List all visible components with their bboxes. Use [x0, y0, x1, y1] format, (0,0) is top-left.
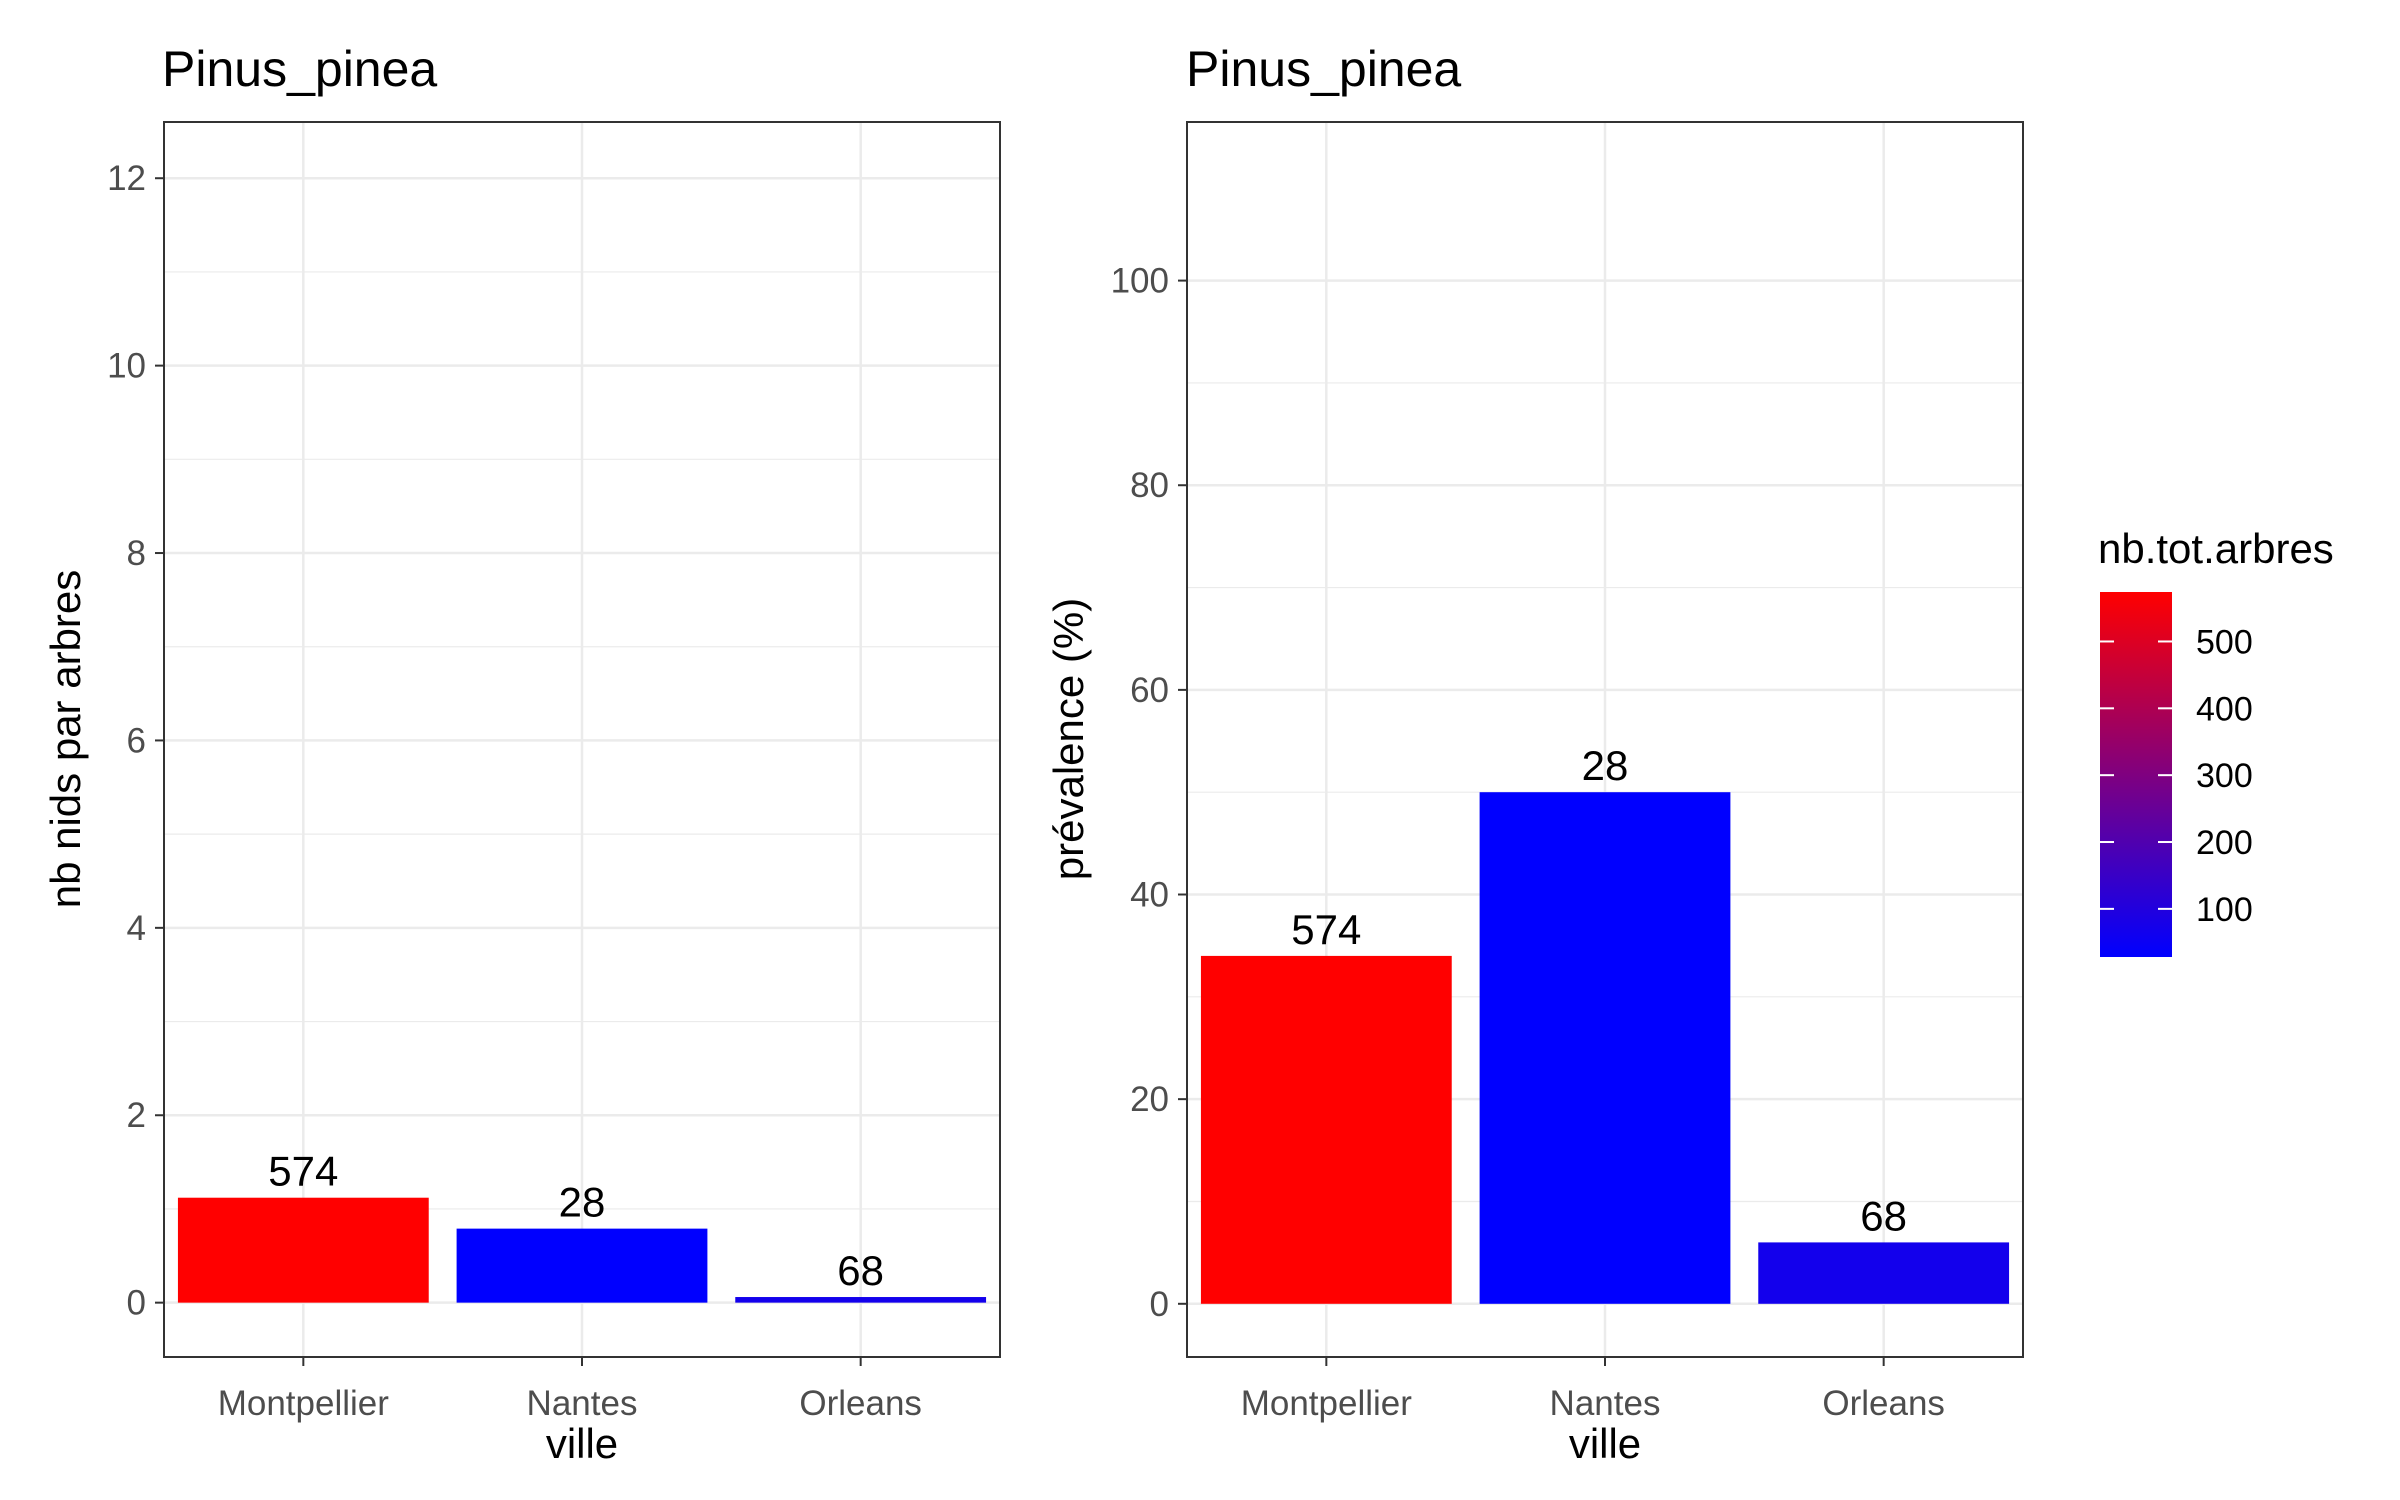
legend-label: 200 — [2196, 824, 2253, 862]
y-tick-label: 80 — [1130, 466, 1169, 505]
x-tick-label: Nantes — [527, 1384, 638, 1423]
y-tick-label: 40 — [1130, 876, 1169, 915]
legend: nb.tot.arbres 100 200 300 400 500 — [2098, 525, 2334, 957]
chart-1-x-axis-title: ville — [546, 1420, 618, 1467]
y-tick-label: 6 — [127, 721, 146, 760]
chart-2-bars — [1200, 792, 2010, 1304]
bar-label: 574 — [1291, 906, 1361, 953]
bar-label: 574 — [268, 1148, 338, 1195]
bar-label: 68 — [1860, 1192, 1907, 1239]
bar-label: 28 — [1582, 742, 1629, 789]
x-tick-label: Orleans — [1822, 1384, 1945, 1423]
x-tick-label: Montpellier — [218, 1384, 390, 1423]
chart-1-title: Pinus_pinea — [162, 41, 437, 97]
chart-2-title: Pinus_pinea — [1186, 41, 1461, 97]
y-tick-label: 10 — [107, 347, 146, 386]
legend-label: 500 — [2196, 623, 2253, 661]
chart-1-bars — [177, 1197, 987, 1303]
y-tick-label: 60 — [1130, 671, 1169, 710]
bar-montpellier — [177, 1197, 429, 1303]
bar-label: 68 — [837, 1247, 884, 1294]
bar-montpellier — [1200, 955, 1452, 1304]
chart-2-bar-labels: 574 28 68 — [1291, 742, 1907, 1239]
bar-nantes — [1479, 792, 1731, 1304]
legend-title: nb.tot.arbres — [2098, 525, 2334, 572]
chart-1-y-axis: 0 2 4 6 8 10 12 — [107, 159, 164, 1323]
y-tick-label: 4 — [127, 909, 146, 948]
x-tick-label: Orleans — [799, 1384, 922, 1423]
bar-orleans — [735, 1297, 987, 1303]
chart-2-y-axis: 0 20 40 60 80 100 — [1111, 262, 1187, 1324]
y-tick-label: 8 — [127, 534, 146, 573]
bar-nantes — [456, 1228, 708, 1303]
chart-2-x-axis-title: ville — [1569, 1420, 1641, 1467]
chart-prevalence: Pinus_pinea 0 20 40 60 80 100 Montpellier Nant… — [1045, 41, 2024, 1467]
chart-1-y-axis-title: nb nids par arbres — [42, 570, 89, 909]
x-tick-label: Nantes — [1550, 1384, 1661, 1423]
chart-2-y-axis-title: prévalence (%) — [1045, 598, 1092, 880]
chart-1-x-axis: Montpellier Nantes Orleans — [218, 1357, 922, 1423]
bar-orleans — [1758, 1242, 2010, 1304]
y-tick-label: 2 — [127, 1096, 146, 1135]
legend-label: 300 — [2196, 757, 2253, 795]
legend-label: 400 — [2196, 690, 2253, 728]
bar-label: 28 — [559, 1179, 606, 1226]
legend-ticks: 100 200 300 400 500 — [2100, 623, 2253, 929]
y-tick-label: 0 — [127, 1284, 146, 1323]
y-tick-label: 12 — [107, 159, 146, 198]
legend-label: 100 — [2196, 891, 2253, 929]
chart-1-bar-labels: 574 28 68 — [268, 1148, 884, 1294]
chart-2-x-axis: Montpellier Nantes Orleans — [1241, 1357, 1945, 1423]
y-tick-label: 0 — [1150, 1285, 1169, 1324]
y-tick-label: 100 — [1111, 262, 1169, 301]
x-tick-label: Montpellier — [1241, 1384, 1413, 1423]
y-tick-label: 20 — [1130, 1080, 1169, 1119]
